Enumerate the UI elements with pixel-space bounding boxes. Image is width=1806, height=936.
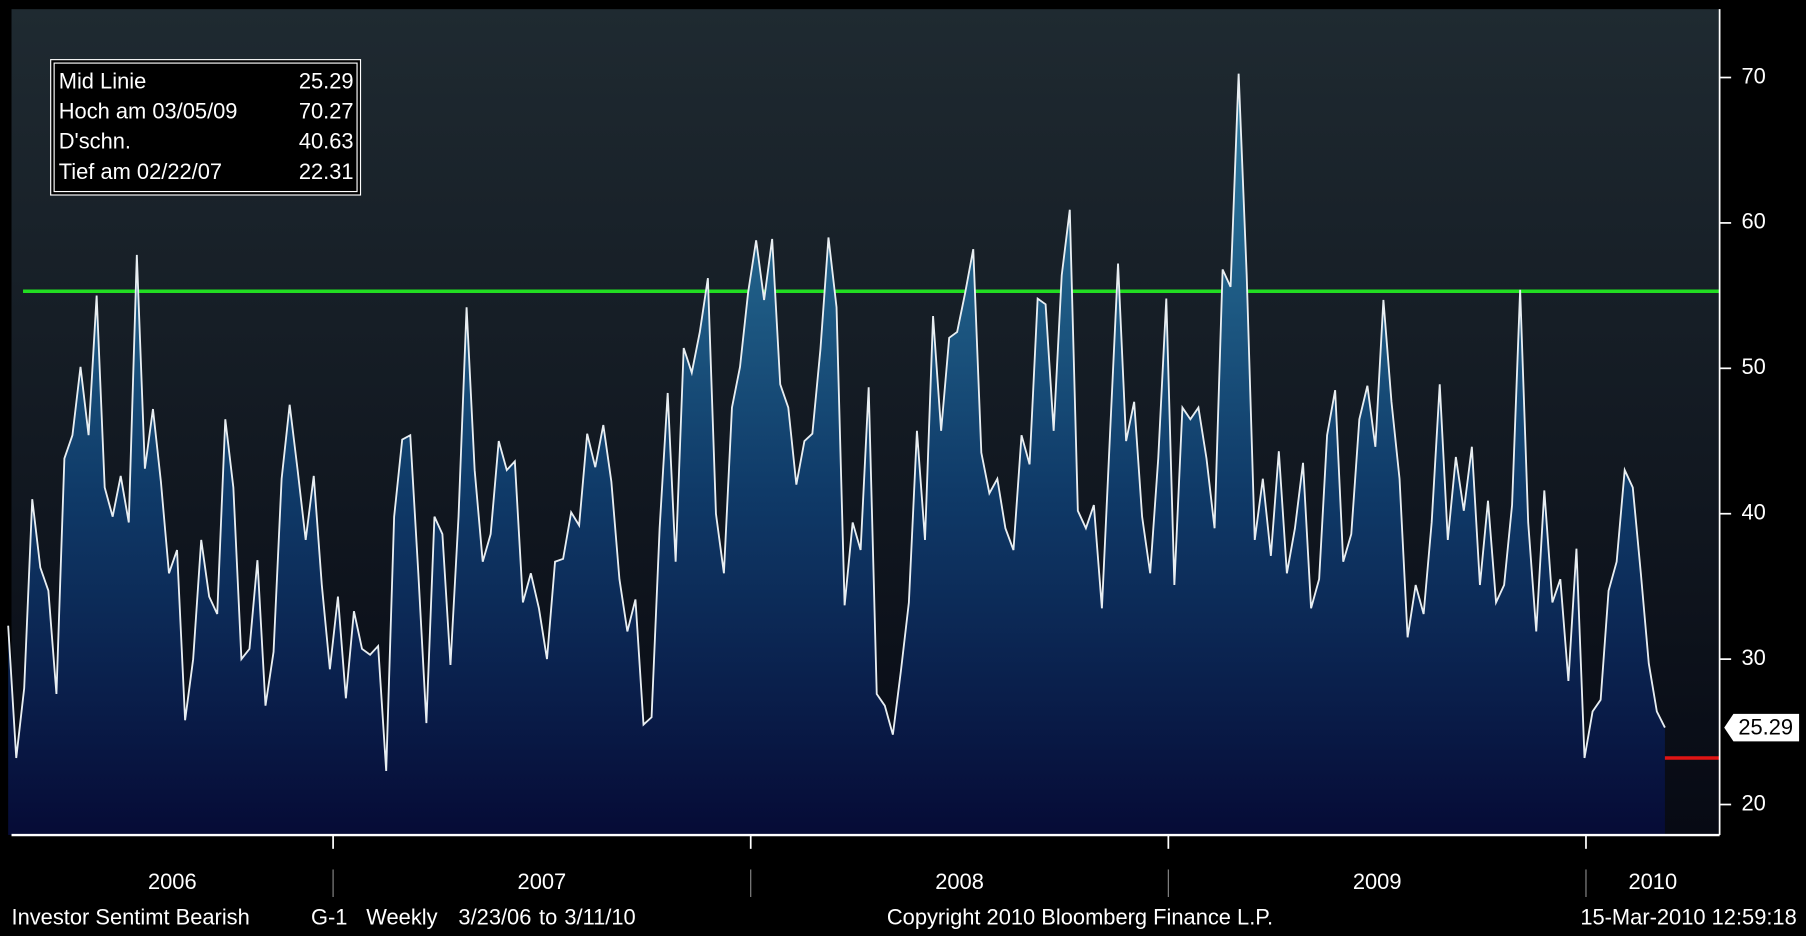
footer-range-word: to: [539, 905, 557, 930]
stats-value: 22.31: [299, 159, 354, 184]
footer-copyright: Copyright 2010 Bloomberg Finance L.P.: [887, 905, 1273, 930]
x-tick-label: 2010: [1628, 869, 1677, 894]
y-tick-label: 20: [1742, 790, 1766, 815]
x-tick-label: 2007: [518, 869, 567, 894]
x-tick-label: 2008: [935, 869, 984, 894]
footer-start: 3/23/06: [458, 905, 531, 930]
footer-timestamp: 15-Mar-2010 12:59:18: [1580, 905, 1796, 930]
y-tick-label: 30: [1742, 645, 1766, 670]
y-tick-label: 70: [1742, 63, 1766, 88]
stats-label: Mid Linie: [59, 68, 147, 93]
footer-frequency: Weekly: [366, 905, 437, 930]
line: [7, 73, 1666, 771]
last-value-tag: [1724, 713, 1800, 742]
footer-page: G-1: [311, 905, 347, 930]
footer-security: Investor Sentimt Bearish: [12, 905, 250, 930]
area-fill: [8, 73, 1665, 836]
last-value-label: 25.29: [1738, 715, 1793, 740]
y-tick-label: 60: [1742, 209, 1766, 234]
stats-label: D'schn.: [59, 129, 131, 154]
stats-value: 40.63: [299, 129, 354, 154]
stats-label: Hoch am 03/05/09: [59, 99, 238, 124]
stats-value: 25.29: [299, 68, 354, 93]
x-tick-label: 2006: [148, 869, 197, 894]
stats-box-inner: [53, 62, 358, 193]
stats-value: 70.27: [299, 99, 354, 124]
y-tick-label: 50: [1742, 354, 1766, 379]
y-tick-label: 40: [1742, 500, 1766, 525]
stats-box: [50, 59, 362, 196]
x-tick-label: 2009: [1353, 869, 1402, 894]
footer-end: 3/11/10: [564, 905, 635, 930]
stats-label: Tief am 02/22/07: [59, 159, 222, 184]
plot: 25.29 20 30 40 50 60 70 2006 2007 2008 2009 2010 Mid…: [7, 9, 1800, 897]
